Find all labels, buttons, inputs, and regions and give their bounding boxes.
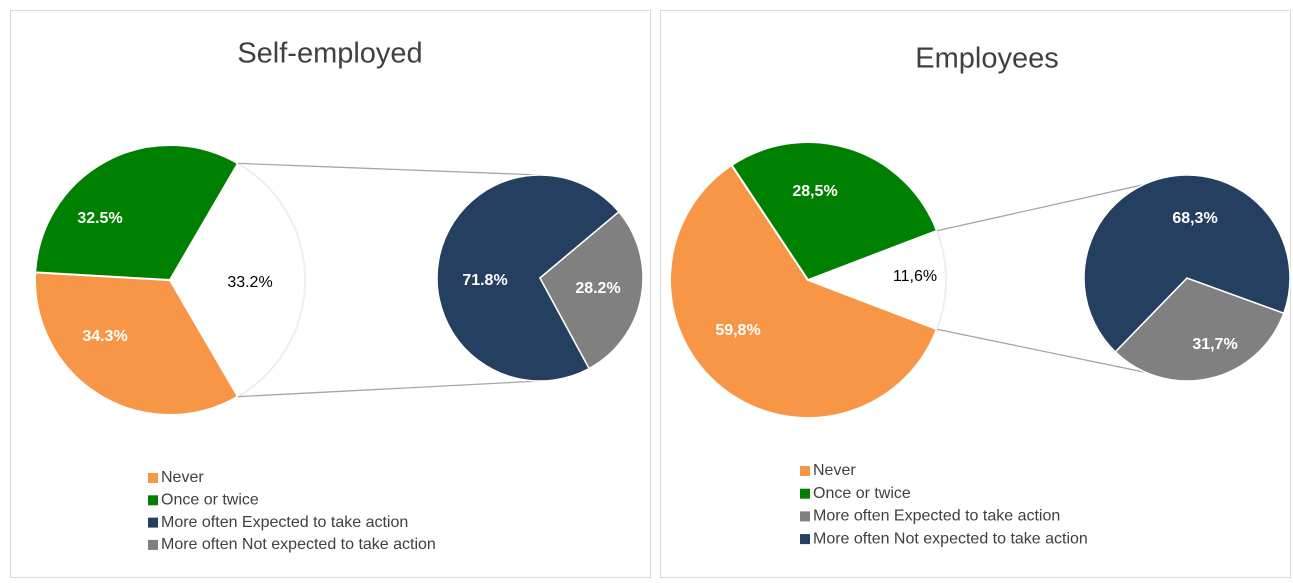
pie-slice <box>1114 277 1285 382</box>
legend-label: More often Not expected to take action <box>161 536 436 553</box>
legend-swatch <box>800 488 810 499</box>
legend-swatch <box>800 511 810 522</box>
data-label: 68,3% <box>1172 210 1217 227</box>
data-label: 32.5% <box>77 210 122 227</box>
data-label: 59,8% <box>715 322 760 339</box>
chart-title: Employees <box>915 43 1058 75</box>
legend-swatch <box>800 466 810 476</box>
legend-label: Never <box>813 462 856 479</box>
legend-label: More often Expected to take action <box>813 508 1060 525</box>
legend-swatch <box>148 473 158 483</box>
connector-line <box>237 380 541 398</box>
pie-slice <box>1083 174 1291 354</box>
data-label: 28,5% <box>792 183 837 200</box>
connector-line <box>237 162 541 176</box>
data-label: 28.2% <box>575 280 620 297</box>
legend-swatch <box>148 539 158 550</box>
chart-title: Self-employed <box>237 38 422 70</box>
legend-label: More often Expected to take action <box>161 514 408 531</box>
legend-label: Once or twice <box>161 492 259 509</box>
data-label: 33.2% <box>227 274 272 291</box>
data-label: 34.3% <box>82 328 127 345</box>
data-label: 31,7% <box>1192 336 1237 353</box>
data-label: 11,6% <box>893 268 937 285</box>
pie-slice <box>34 144 240 282</box>
pie-slice <box>805 229 947 331</box>
pie-slice <box>34 271 240 416</box>
legend-swatch <box>148 517 158 528</box>
pie-slice <box>168 162 306 398</box>
pie-slice <box>436 174 620 382</box>
data-label: 71.8% <box>462 272 507 289</box>
legend-label: Once or twice <box>813 485 911 502</box>
pie-slice <box>669 163 939 419</box>
legend-swatch <box>800 534 810 545</box>
legend-swatch <box>148 495 158 506</box>
legend-label: More often Not expected to take action <box>813 530 1088 547</box>
pie-slice <box>539 210 644 370</box>
legend-label: Never <box>161 469 204 486</box>
pie-slice <box>730 141 939 282</box>
